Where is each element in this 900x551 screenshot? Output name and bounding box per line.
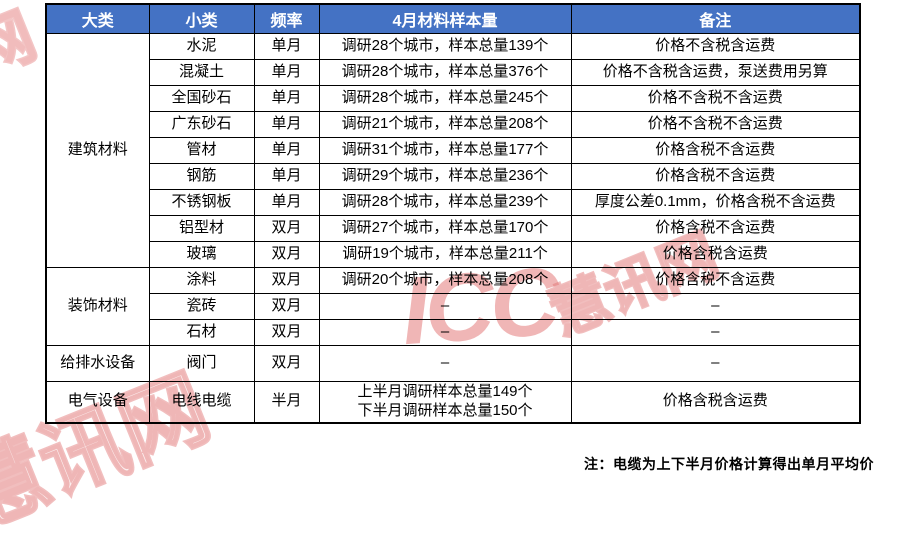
subcategory-cell: 管材 xyxy=(148,136,255,164)
sample-line-2: 下半月调研样本总量150个 xyxy=(357,401,533,419)
table-row: 铝型材 双月 调研27个城市，样本总量170个 价格含税不含运费 xyxy=(46,214,861,242)
header-row: 大类 小类 频率 4月材料样本量 备注 xyxy=(45,3,861,34)
table-row: 玻璃 双月 调研19个城市，样本总量211个 价格含税含运费 xyxy=(46,240,861,268)
sample-cell: 调研28个城市，样本总量245个 xyxy=(318,84,572,112)
subcategory-cell: 阀门 xyxy=(148,344,255,382)
table-row: 混凝土 单月 调研28个城市，样本总量376个 价格不含税含运费，泵送费用另算 xyxy=(46,58,861,86)
remark-cell: 价格含税含运费 xyxy=(570,240,861,268)
col-header-frequency: 频率 xyxy=(253,3,320,34)
frequency-cell: 半月 xyxy=(253,380,320,424)
subcategory-cell: 瓷砖 xyxy=(148,292,255,320)
material-sample-table-wrap: 大类 小类 频率 4月材料样本量 备注 建筑材料 水泥 单月 调研28个城市，样… xyxy=(45,3,861,424)
subcategory-cell: 涂料 xyxy=(148,266,255,294)
subcategory-cell: 玻璃 xyxy=(148,240,255,268)
subcategory-cell: 石材 xyxy=(148,318,255,346)
table-row: 管材 单月 调研31个城市，样本总量177个 价格含税不含运费 xyxy=(46,136,861,164)
category-cell: 电气设备 xyxy=(45,380,150,424)
category-cell: 装饰材料 xyxy=(45,266,150,346)
table-row: 给排水设备 阀门 双月 – – xyxy=(45,344,861,382)
frequency-cell: 单月 xyxy=(253,58,320,86)
remark-cell: 价格含税含运费 xyxy=(570,380,861,424)
table-row: 广东砂石 单月 调研21个城市，样本总量208个 价格不含税不含运费 xyxy=(46,110,861,138)
frequency-cell: 单月 xyxy=(253,188,320,216)
sample-cell: 调研28个城市，样本总量239个 xyxy=(318,188,572,216)
sample-cell: 调研31个城市，样本总量177个 xyxy=(318,136,572,164)
category-cell: 给排水设备 xyxy=(45,344,150,382)
remark-cell: 价格不含税含运费，泵送费用另算 xyxy=(570,58,861,86)
subcategory-cell: 电线电缆 xyxy=(148,380,255,424)
frequency-cell: 双月 xyxy=(253,240,320,268)
remark-cell: 价格含税不含运费 xyxy=(570,136,861,164)
remark-cell: 价格含税不含运费 xyxy=(570,266,861,294)
table-row: 装饰材料 涂料 双月 调研20个城市，样本总量208个 价格含税不含运费 xyxy=(45,266,861,346)
remark-cell: – xyxy=(570,344,861,382)
remark-cell: – xyxy=(570,318,861,346)
table-row: 不锈钢板 单月 调研28个城市，样本总量239个 厚度公差0.1mm，价格含税不… xyxy=(46,188,861,216)
frequency-cell: 双月 xyxy=(253,344,320,382)
subcategory-cell: 不锈钢板 xyxy=(148,188,255,216)
material-sample-table: 大类 小类 频率 4月材料样本量 备注 建筑材料 水泥 单月 调研28个城市，样… xyxy=(45,3,861,424)
category-cell: 建筑材料 xyxy=(45,32,150,268)
table-row: 建筑材料 水泥 单月 调研28个城市，样本总量139个 价格不含税含运费 xyxy=(45,32,861,268)
remark-cell: 价格含税不含运费 xyxy=(570,162,861,190)
col-header-remark: 备注 xyxy=(570,3,861,34)
table-row: 全国砂石 单月 调研28个城市，样本总量245个 价格不含税不含运费 xyxy=(46,84,861,112)
sample-cell: 调研28个城市，样本总量376个 xyxy=(318,58,572,86)
col-header-category: 大类 xyxy=(45,3,150,34)
remark-cell: – xyxy=(570,292,861,320)
subcategory-cell: 全国砂石 xyxy=(148,84,255,112)
sample-cell: – xyxy=(318,344,572,382)
subcategory-cell: 钢筋 xyxy=(148,162,255,190)
subcategory-cell: 水泥 xyxy=(148,32,255,60)
frequency-cell: 单月 xyxy=(253,110,320,138)
remark-cell: 价格不含税不含运费 xyxy=(570,84,861,112)
frequency-cell: 单月 xyxy=(253,136,320,164)
frequency-cell: 单月 xyxy=(253,32,320,60)
table-row: 电气设备 电线电缆 半月 上半月调研样本总量149个 下半月调研样本总量150个… xyxy=(45,380,861,424)
remark-cell: 价格不含税含运费 xyxy=(570,32,861,60)
watermark-top-fragment: 网 xyxy=(0,0,47,90)
remark-cell: 价格含税不含运费 xyxy=(570,214,861,242)
frequency-cell: 双月 xyxy=(253,292,320,320)
subcategory-cell: 混凝土 xyxy=(148,58,255,86)
table-row: 钢筋 单月 调研29个城市，样本总量236个 价格含税不含运费 xyxy=(46,162,861,190)
remark-cell: 厚度公差0.1mm，价格含税不含运费 xyxy=(570,188,861,216)
table-row: 瓷砖 双月 – – xyxy=(46,292,861,320)
sample-cell: 调研21个城市，样本总量208个 xyxy=(318,110,572,138)
col-header-subcategory: 小类 xyxy=(148,3,255,34)
frequency-cell: 双月 xyxy=(253,318,320,346)
sample-cell: 调研20个城市，样本总量208个 xyxy=(318,266,572,294)
col-header-sample: 4月材料样本量 xyxy=(318,3,572,34)
sample-cell: 上半月调研样本总量149个 下半月调研样本总量150个 xyxy=(318,380,572,424)
subcategory-cell: 铝型材 xyxy=(148,214,255,242)
frequency-cell: 单月 xyxy=(253,84,320,112)
sample-cell: 调研27个城市，样本总量170个 xyxy=(318,214,572,242)
subcategory-cell: 广东砂石 xyxy=(148,110,255,138)
frequency-cell: 双月 xyxy=(253,214,320,242)
sample-cell: – xyxy=(318,292,572,320)
frequency-cell: 单月 xyxy=(253,162,320,190)
sample-line-1: 上半月调研样本总量149个 xyxy=(357,383,533,400)
sample-cell: 调研28个城市，样本总量139个 xyxy=(318,32,572,60)
sample-cell: 调研29个城市，样本总量236个 xyxy=(318,162,572,190)
remark-cell: 价格不含税不含运费 xyxy=(570,110,861,138)
footnote: 注：电缆为上下半月价格计算得出单月平均价 xyxy=(584,456,874,472)
frequency-cell: 双月 xyxy=(253,266,320,294)
sample-cell: 调研19个城市，样本总量211个 xyxy=(318,240,572,268)
sample-cell: – xyxy=(318,318,572,346)
table-row: 石材 双月 – – xyxy=(46,318,861,346)
